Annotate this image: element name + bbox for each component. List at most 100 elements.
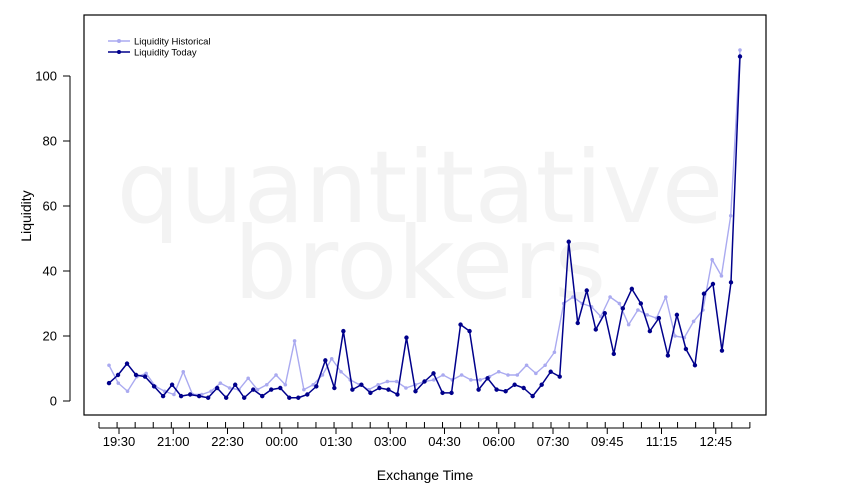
- data-point: [251, 387, 256, 392]
- x-tick-label: 21:00: [157, 434, 190, 449]
- data-point: [431, 378, 436, 382]
- legend-label: Liquidity Historical: [134, 37, 211, 48]
- data-point: [449, 390, 454, 396]
- data-point: [133, 372, 139, 378]
- data-point: [413, 389, 418, 394]
- y-tick-label: 0: [50, 394, 57, 409]
- data-point: [656, 315, 662, 321]
- data-point: [645, 313, 650, 317]
- x-axis-title: Exchange Time: [377, 467, 474, 483]
- data-point: [691, 319, 696, 324]
- data-point: [431, 371, 436, 376]
- data-point: [539, 382, 544, 387]
- data-point: [701, 291, 707, 296]
- data-point: [524, 363, 529, 368]
- data-point: [543, 363, 547, 368]
- data-point: [151, 384, 157, 389]
- data-point: [376, 382, 380, 387]
- data-point: [359, 382, 364, 387]
- data-point: [404, 386, 408, 390]
- data-point: [647, 328, 653, 334]
- data-point: [638, 301, 644, 306]
- data-point: [116, 381, 121, 385]
- y-tick-label: 40: [43, 264, 57, 279]
- data-point: [512, 382, 517, 387]
- data-point: [302, 387, 306, 392]
- data-point: [476, 387, 481, 392]
- data-point: [673, 334, 677, 338]
- x-tick-label: 22:30: [211, 434, 244, 449]
- data-point: [506, 373, 510, 377]
- legend-swatch-point: [117, 39, 121, 43]
- data-point: [530, 393, 535, 399]
- data-point: [209, 389, 213, 394]
- data-point: [107, 363, 111, 368]
- data-point: [125, 389, 130, 394]
- data-point: [534, 371, 538, 376]
- data-point: [214, 385, 220, 391]
- data-point: [404, 335, 409, 340]
- data-point: [106, 380, 112, 386]
- y-axis-title: Liquidity: [18, 190, 34, 241]
- data-point: [692, 363, 698, 368]
- data-point: [571, 295, 575, 299]
- data-point: [584, 288, 589, 293]
- data-point: [205, 395, 211, 400]
- data-point: [292, 339, 297, 343]
- y-tick-label: 80: [43, 134, 57, 149]
- data-point: [169, 382, 175, 387]
- data-point: [494, 387, 499, 392]
- data-point: [341, 328, 346, 334]
- data-point: [636, 308, 640, 312]
- data-point: [160, 393, 166, 399]
- data-point: [314, 384, 319, 389]
- series-today: [106, 54, 743, 400]
- data-point: [665, 353, 671, 358]
- data-point: [663, 295, 668, 299]
- data-point: [386, 387, 391, 392]
- data-point: [496, 369, 501, 374]
- data-point: [124, 361, 130, 366]
- data-point: [515, 373, 520, 377]
- data-point: [144, 371, 148, 376]
- data-point: [368, 390, 373, 396]
- data-point: [278, 385, 283, 391]
- data-point: [274, 373, 278, 377]
- data-point: [350, 387, 355, 392]
- data-point: [441, 373, 445, 377]
- y-tick-label: 60: [43, 199, 57, 214]
- data-point: [339, 369, 343, 374]
- watermark: quantitative brokers: [117, 129, 724, 322]
- data-point: [611, 351, 616, 357]
- data-point: [469, 378, 473, 382]
- x-tick-label: 01:30: [320, 434, 353, 449]
- plot-frame: [83, 14, 767, 416]
- data-point: [218, 381, 223, 385]
- data-point: [181, 369, 186, 374]
- legend-label: Liquidity Today: [134, 48, 197, 59]
- series-layer: [106, 48, 743, 400]
- x-tick-label: 11:15: [646, 434, 678, 449]
- data-point: [142, 374, 148, 379]
- data-point: [287, 395, 292, 400]
- data-point: [719, 274, 724, 278]
- data-point: [422, 379, 427, 384]
- data-point: [503, 389, 508, 394]
- data-point: [467, 328, 472, 334]
- data-point: [617, 301, 622, 306]
- data-point: [728, 213, 733, 218]
- data-point: [548, 369, 553, 374]
- data-point: [710, 257, 714, 262]
- data-point: [674, 312, 680, 318]
- data-point: [557, 374, 562, 379]
- y-tick-label: 100: [35, 69, 57, 84]
- data-point: [332, 385, 337, 391]
- data-point: [608, 295, 612, 299]
- watermark-line-1: quantitative: [117, 129, 724, 246]
- data-point: [458, 322, 463, 327]
- data-point: [485, 376, 490, 381]
- data-point: [305, 392, 310, 397]
- x-tick-label: 19:30: [103, 434, 136, 449]
- x-tick-label: 03:00: [374, 434, 407, 449]
